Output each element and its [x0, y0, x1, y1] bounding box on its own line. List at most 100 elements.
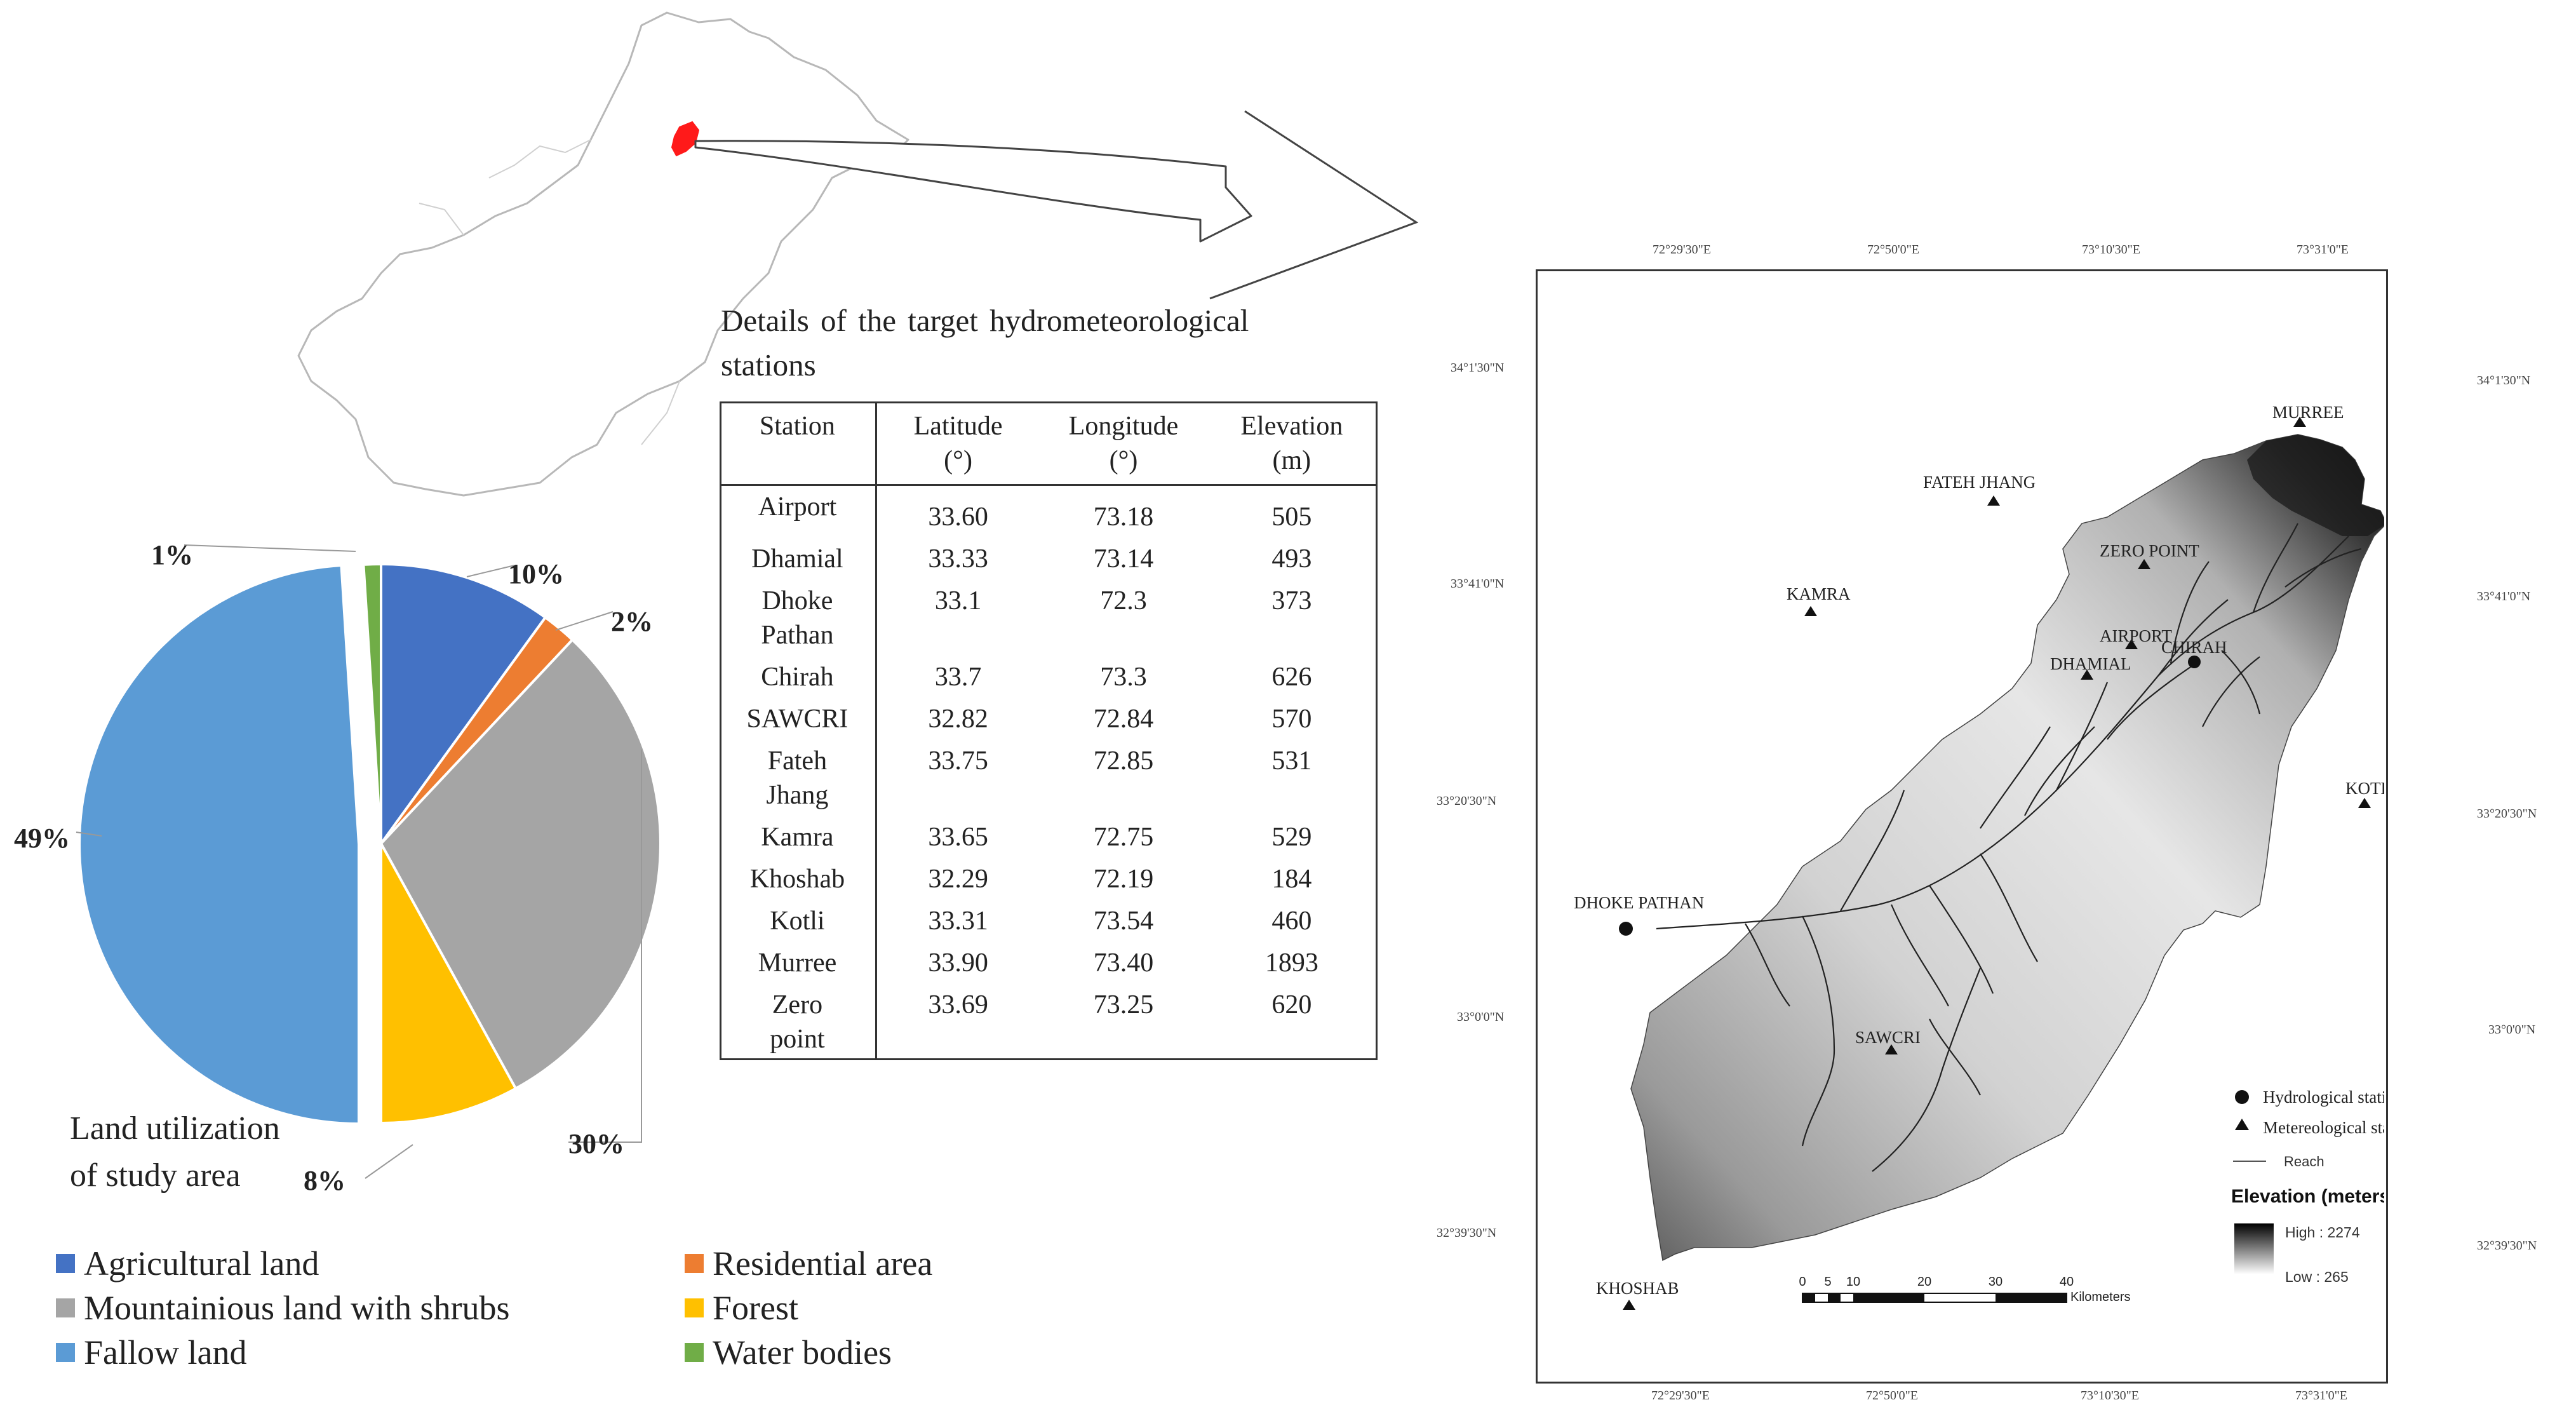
station-zero-point: ZERO POINT	[2100, 541, 2199, 569]
stations-table: Station Latitude (°) Longitude (°) Elevati…	[720, 401, 1378, 1060]
latitude-cell: 33.1	[934, 586, 982, 616]
pie-label-forest: 8%	[304, 1165, 345, 1196]
table-row: Dhamial 33.33 73.14 493	[720, 538, 1378, 580]
elevation-cell: 460	[1271, 906, 1312, 936]
longitude-cell: 73.40	[1093, 948, 1154, 978]
table-header-row: Station Latitude (°) Longitude (°) Elevati…	[720, 401, 1378, 486]
map-coord-right-2: 33°41'0"N	[2477, 589, 2531, 603]
latitude-cell: 33.31	[928, 906, 988, 936]
table-row: Khoshab 32.29 72.19 184	[720, 858, 1378, 900]
pie-slice-forest	[380, 843, 518, 1125]
legend-item-residential: Residential area	[685, 1244, 932, 1283]
table-body: Airport 33.60 73.18 505 Dhamial 33.33 73.14 493…	[720, 485, 1378, 1061]
legend-swatch	[56, 1298, 75, 1317]
map-coord-bottom-1: 72°29'30"E	[1651, 1389, 1710, 1403]
table-row: Zero point 33.69 73.25 620	[720, 984, 1378, 1060]
legend-item-mountainous: Mountainious land with shrubs	[56, 1288, 510, 1328]
legend-swatch	[56, 1254, 75, 1273]
pie-caption: Land utilization of study area	[70, 1105, 337, 1199]
longitude-cell: 73.18	[1093, 502, 1154, 532]
pie-label-agricultural: 10%	[508, 558, 564, 589]
latitude-cell: 32.29	[928, 865, 988, 894]
elevation-cell: 529	[1271, 823, 1312, 852]
legend-item-water: Water bodies	[685, 1333, 892, 1372]
elevation-cell: 505	[1271, 502, 1312, 532]
col-header-elevation: Elevation (m)	[1205, 401, 1378, 486]
pie-label-water-bodies: 1%	[151, 539, 193, 570]
elevation-cell: 373	[1271, 586, 1312, 616]
legend-label: Residential area	[713, 1244, 933, 1283]
station-cell: Dhamial	[751, 544, 843, 574]
svg-text:Hydrological station: Hydrological station	[2263, 1088, 2384, 1107]
station-cell: Kotli	[770, 906, 825, 936]
station-cell: Zero point	[770, 990, 825, 1054]
legend-label: Fallow land	[84, 1333, 247, 1371]
station-kotli: KOTLI	[2345, 779, 2384, 808]
svg-text:30: 30	[1989, 1275, 2002, 1289]
pie-leader-line	[555, 611, 614, 631]
legend-item-forest: Forest	[685, 1288, 798, 1328]
svg-text:KAMRA: KAMRA	[1787, 584, 1851, 603]
pie-label-fallow: 49%	[14, 823, 70, 854]
mountain-zone	[2247, 434, 2384, 536]
legend-meteo-station: Metereological station	[2235, 1118, 2384, 1137]
scale-bar: 0 5 10 20 30 40 Kilometers	[1799, 1275, 2130, 1304]
map-coord-right-3: 33°20'30"N	[2477, 807, 2537, 821]
station-fateh-jhang: FATEH JHANG	[1923, 473, 2036, 506]
study-area-map: MURREE FATEH JHANG ZERO POINT KAMRA AIRP…	[1574, 403, 2384, 1310]
pointer-arrow	[694, 110, 1419, 300]
station-cell: Airport	[758, 492, 837, 522]
legend-item-agricultural: Agricultural land	[56, 1244, 319, 1283]
elevation-cell: 493	[1271, 544, 1312, 574]
svg-text:SAWCRI: SAWCRI	[1855, 1028, 1921, 1047]
table-row: SAWCRI 32.82 72.84 570	[720, 698, 1378, 740]
pie-leader-lines	[76, 544, 642, 1179]
map-coord-left-1: 34°1'30"N	[1451, 361, 1505, 375]
latitude-cell: 33.90	[928, 948, 988, 978]
elevation-cell: 1893	[1265, 948, 1318, 978]
svg-text:20: 20	[1917, 1275, 1931, 1289]
svg-text:Metereological station: Metereological station	[2263, 1118, 2384, 1137]
table-title: Details of the target hydrometeorologica…	[721, 303, 1249, 382]
table-column-divider	[875, 401, 877, 1060]
svg-text:ZERO POINT: ZERO POINT	[2100, 541, 2199, 560]
legend-elevation-title: Elevation (meters)	[2231, 1186, 2384, 1207]
pie-leader-line	[466, 565, 515, 577]
overview-map	[297, 11, 1419, 497]
svg-text:40: 40	[2060, 1275, 2074, 1289]
legend-hydro-station: Hydrological station	[2235, 1088, 2384, 1107]
legend-elev-high: High : 2274	[2285, 1224, 2360, 1241]
pie-leader-line	[568, 750, 642, 1143]
latitude-cell: 33.33	[928, 544, 988, 574]
longitude-cell: 72.84	[1093, 704, 1154, 734]
map-coord-right-1: 34°1'30"N	[2477, 374, 2531, 387]
elevation-cell: 626	[1271, 663, 1312, 692]
svg-text:DHOKE PATHAN: DHOKE PATHAN	[1574, 893, 1704, 912]
map-coord-bottom-3: 73°10'30"E	[2081, 1389, 2139, 1403]
station-cell: Murree	[758, 948, 837, 978]
pakistan-outline	[297, 11, 909, 497]
legend-elev-low: Low : 265	[2285, 1269, 2349, 1285]
pie-caption-line-1: Land utilization	[70, 1110, 280, 1147]
svg-text:5: 5	[1824, 1275, 1831, 1289]
svg-text:10: 10	[1846, 1275, 1860, 1289]
pie-caption-line-2: of study area	[70, 1157, 241, 1194]
pie-slice-mountainious-land-with-shrubs	[379, 638, 662, 1091]
elevation-cell: 570	[1271, 704, 1312, 734]
pie-slice-water-bodies	[362, 562, 382, 844]
longitude-cell: 72.75	[1093, 823, 1154, 852]
svg-text:MURREE: MURREE	[2272, 403, 2344, 422]
svg-text:0: 0	[1799, 1275, 1806, 1289]
station-airport: AIRPORT	[2100, 626, 2172, 649]
legend-swatch	[685, 1254, 704, 1273]
table-row: Airport 33.60 73.18 505	[720, 485, 1378, 539]
station-cell: Kamra	[761, 823, 834, 852]
svg-text:DHAMIAL: DHAMIAL	[2050, 654, 2131, 673]
latitude-cell: 33.75	[928, 746, 988, 776]
station-dhoke-pathan: DHOKE PATHAN	[1574, 893, 1704, 936]
legend-swatch	[685, 1343, 704, 1362]
map-coord-left-2: 33°41'0"N	[1451, 577, 1505, 591]
pie-slice-fallow-land	[78, 563, 361, 1126]
station-cell: Dhoke Pathan	[761, 586, 834, 650]
pie-label-residential: 2%	[611, 606, 653, 637]
